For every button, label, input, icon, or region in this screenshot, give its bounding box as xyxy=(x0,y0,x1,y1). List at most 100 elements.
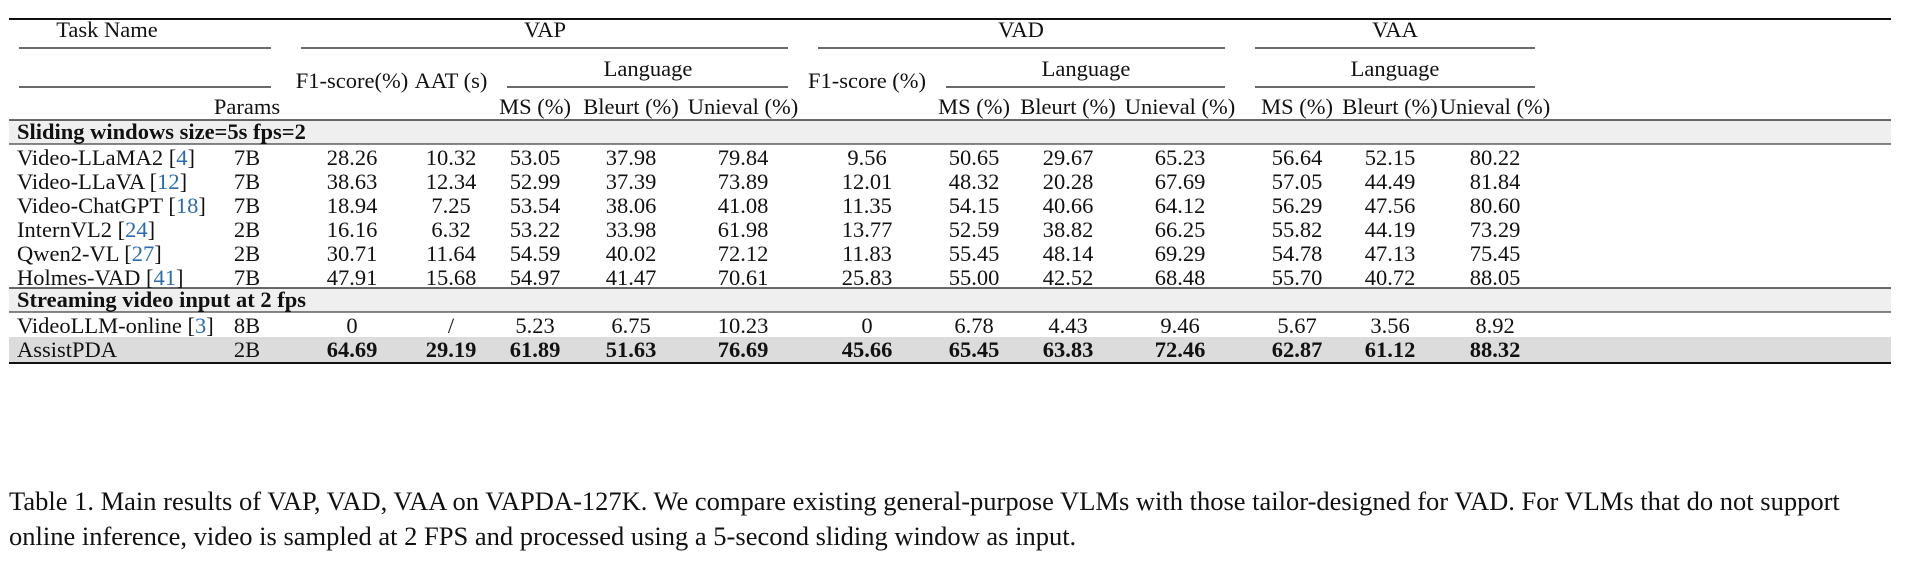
model-name: AssistPDA xyxy=(17,337,118,362)
model-name: Video-LLaVA xyxy=(17,169,146,194)
results-table: Task Name VAP VAD VAA F1-score(%) AAT (s) Lang… xyxy=(9,17,1891,364)
table-cell: 53.22 xyxy=(510,217,561,242)
section-title: Sliding windows size=5s fps=2 xyxy=(17,119,306,144)
model-name: Holmes-VAD xyxy=(17,265,140,290)
citation-text: ] xyxy=(180,169,188,194)
table-cell: 37.39 xyxy=(606,169,657,194)
model-name: InternVL2 xyxy=(17,217,112,242)
table-cell: 61.89 xyxy=(510,337,561,362)
table-cell: 11.35 xyxy=(842,193,892,218)
citation-link[interactable]: 24 xyxy=(125,217,148,242)
row-model-name: Holmes-VAD [41] xyxy=(17,265,183,290)
table-cell: 6.32 xyxy=(431,217,470,242)
table-cell: 54.78 xyxy=(1272,241,1323,266)
header-ms: MS (%) xyxy=(1261,94,1333,119)
table-cell: 33.98 xyxy=(606,217,657,242)
model-name: Video-LLaMA2 xyxy=(17,145,163,170)
row-model-name: Video-LLaVA [12] xyxy=(17,169,187,194)
header-task-name: Task Name xyxy=(56,17,158,42)
citation-link[interactable]: 4 xyxy=(176,145,187,170)
table-cell: 44.19 xyxy=(1365,217,1416,242)
table-cell: 38.63 xyxy=(327,169,378,194)
row-params: 7B xyxy=(234,169,260,194)
table-cell: 47.56 xyxy=(1365,193,1416,218)
table-cell: 12.34 xyxy=(426,169,477,194)
table-cell: 16.16 xyxy=(327,217,378,242)
citation-text: [ xyxy=(182,313,195,338)
table-cell: 29.67 xyxy=(1043,145,1094,170)
table-cell: 55.82 xyxy=(1272,217,1323,242)
table-cell: / xyxy=(448,313,455,338)
table-cell: 52.59 xyxy=(949,217,1000,242)
header-vaa: VAA xyxy=(1372,17,1419,42)
table-cell: 45.66 xyxy=(842,337,893,362)
table-cell: 10.32 xyxy=(426,145,477,170)
table-cell: 55.70 xyxy=(1272,265,1323,290)
table-cell: 88.32 xyxy=(1470,337,1521,362)
table-cell: 53.54 xyxy=(510,193,561,218)
citation-text: ] xyxy=(154,241,162,266)
table-cell: 11.64 xyxy=(426,241,476,266)
table-cell: 47.13 xyxy=(1365,241,1416,266)
table-cell: 42.52 xyxy=(1043,265,1094,290)
table-cell: 80.60 xyxy=(1470,193,1521,218)
row-params: 2B xyxy=(234,241,260,266)
header-bleurt: Bleurt (%) xyxy=(1020,94,1116,119)
citation-text: ] xyxy=(148,217,156,242)
table-cell: 38.06 xyxy=(606,193,657,218)
table-cell: 69.29 xyxy=(1155,241,1206,266)
table-cell: 6.78 xyxy=(954,313,993,338)
table-cell: 72.46 xyxy=(1155,337,1206,362)
table-cell: 54.15 xyxy=(949,193,1000,218)
table-cell: 15.68 xyxy=(426,265,477,290)
row-model-name: AssistPDA xyxy=(17,337,118,362)
row-params: 2B xyxy=(234,217,260,242)
citation-text: [ xyxy=(140,265,153,290)
header-bleurt: Bleurt (%) xyxy=(1342,94,1438,119)
table-cell: 61.98 xyxy=(718,217,769,242)
header-f1-vad: F1-score (%) xyxy=(808,68,926,93)
table-cell: 6.75 xyxy=(611,313,650,338)
table-cell: 70.61 xyxy=(718,265,769,290)
table-cell: 68.48 xyxy=(1155,265,1206,290)
citation-text: [ xyxy=(144,169,157,194)
citation-text: ] xyxy=(187,145,195,170)
citation-text: [ xyxy=(119,241,132,266)
citation-link[interactable]: 3 xyxy=(195,313,206,338)
header-language-vap: Language xyxy=(604,56,693,81)
citation-text: [ xyxy=(163,145,176,170)
table-cell: 9.56 xyxy=(847,145,886,170)
table-cell: 80.22 xyxy=(1470,145,1521,170)
table-cell: 73.89 xyxy=(718,169,769,194)
row-params: 7B xyxy=(234,145,260,170)
citation-text: [ xyxy=(112,217,125,242)
citation-link[interactable]: 12 xyxy=(157,169,180,194)
citation-text: ] xyxy=(198,193,206,218)
table-cell: 30.71 xyxy=(327,241,378,266)
citation-link[interactable]: 41 xyxy=(153,265,176,290)
table-cell: 64.12 xyxy=(1155,193,1206,218)
row-model-name: Video-LLaMA2 [4] xyxy=(17,145,195,170)
table-cell: 57.05 xyxy=(1272,169,1323,194)
header-aat: AAT (s) xyxy=(415,68,488,93)
section-title: Streaming video input at 2 fps xyxy=(17,287,306,312)
citation-link[interactable]: 18 xyxy=(176,193,199,218)
table-cell: 55.45 xyxy=(949,241,1000,266)
table-cell: 52.15 xyxy=(1365,145,1416,170)
highlight-band xyxy=(9,337,1891,363)
table-cell: 53.05 xyxy=(510,145,561,170)
table-cell: 5.67 xyxy=(1277,313,1316,338)
table-cell: 65.23 xyxy=(1155,145,1206,170)
row-params: 2B xyxy=(234,337,260,362)
table-cell: 56.29 xyxy=(1272,193,1323,218)
table-cell: 18.94 xyxy=(327,193,378,218)
row-model-name: Video-ChatGPT [18] xyxy=(17,193,206,218)
header-bleurt: Bleurt (%) xyxy=(583,94,679,119)
table-cell: 3.56 xyxy=(1370,313,1409,338)
citation-link[interactable]: 27 xyxy=(132,241,155,266)
table-cell: 7.25 xyxy=(431,193,470,218)
table-cell: 12.01 xyxy=(842,169,893,194)
header-ms: MS (%) xyxy=(938,94,1010,119)
header-ms: MS (%) xyxy=(499,94,571,119)
